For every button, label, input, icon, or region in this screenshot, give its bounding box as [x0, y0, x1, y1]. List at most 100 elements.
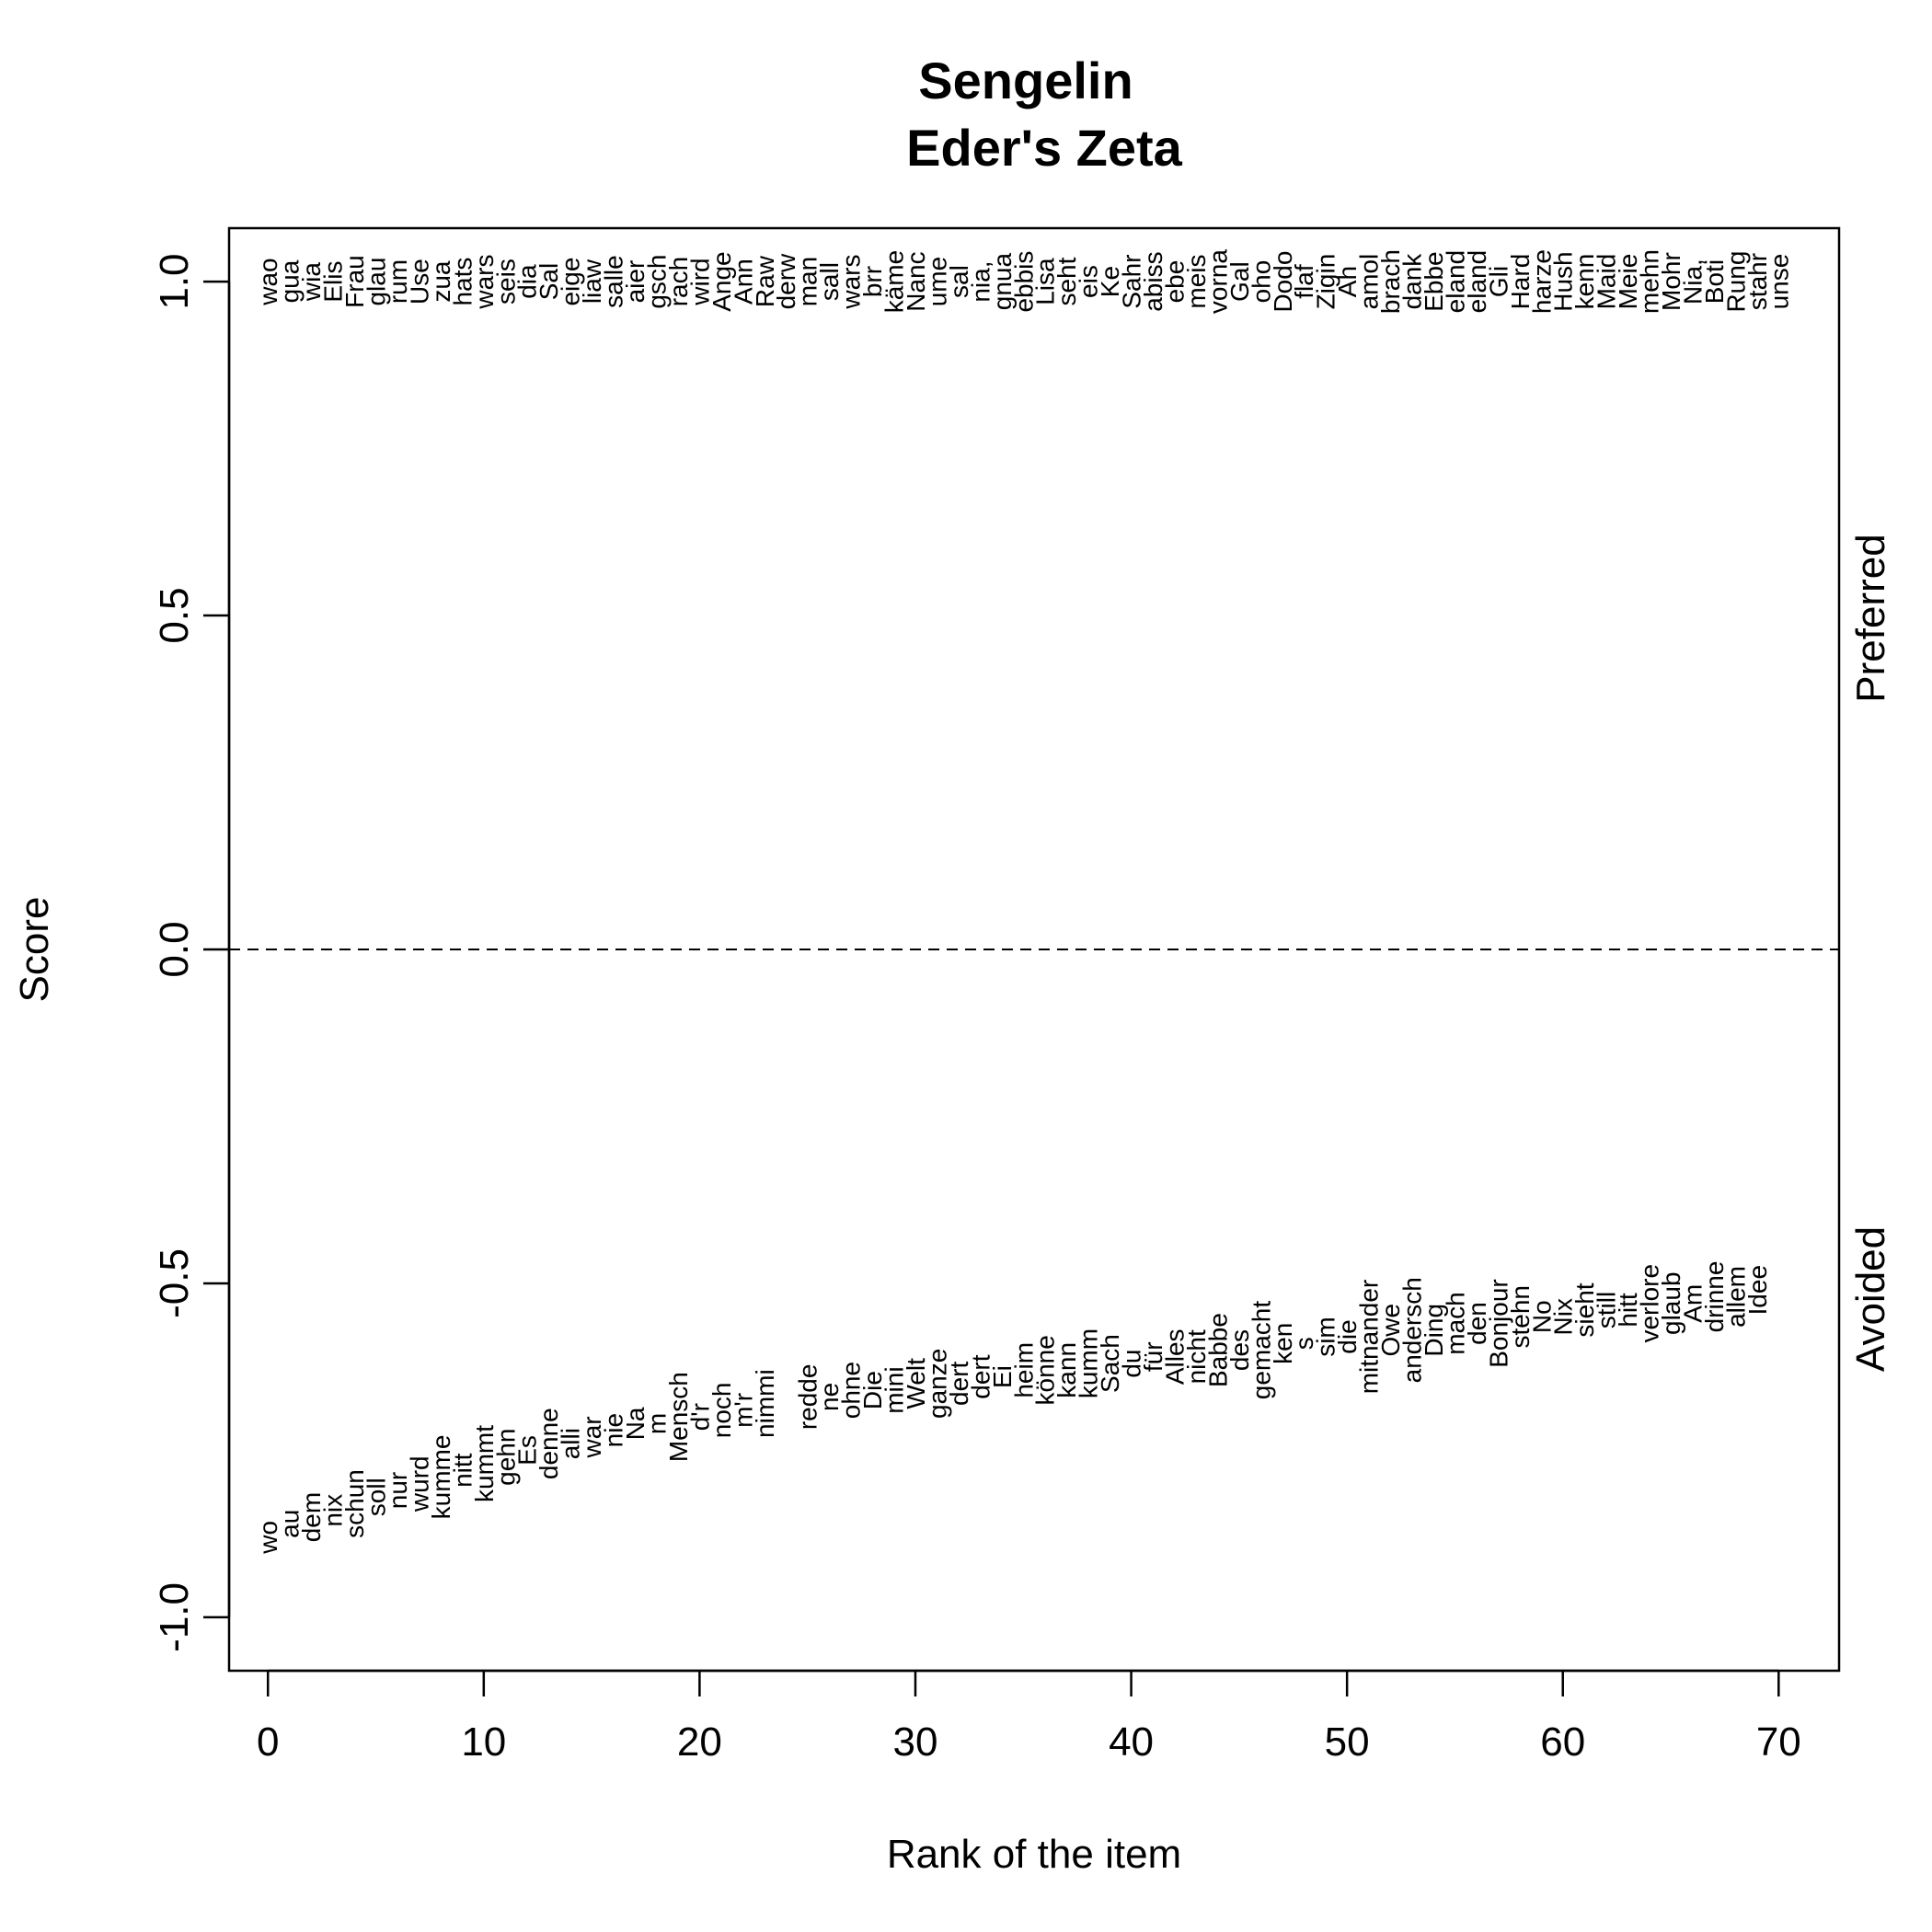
y-tick-label: 1.0 [152, 253, 197, 309]
preferred-word-label: Nanc [902, 251, 930, 311]
avoided-word-label: nie [600, 1413, 628, 1447]
preferred-word-label: rach [664, 257, 693, 306]
avoided-word-label: war [578, 1416, 606, 1458]
preferred-word-label: mehn [1636, 249, 1664, 314]
preferred-word-label: amol [1355, 254, 1384, 310]
avoided-word-label: gemacht [1247, 1301, 1275, 1400]
x-tick-label: 20 [677, 1719, 722, 1765]
x-tick-label: 40 [1109, 1719, 1154, 1765]
y-axis: -1.0 -0.5 0.0 0.5 1.0 [152, 253, 231, 1652]
avoided-word-label: nitt [448, 1453, 477, 1488]
avoided-word-label: dem [297, 1492, 326, 1542]
avoided-word-label: alli [557, 1428, 585, 1459]
avoided-word-label: verlore [1636, 1264, 1664, 1343]
avoided-word-label: ken [1269, 1323, 1297, 1364]
avoided-word-label: soll [362, 1478, 391, 1516]
avoided-word-label: m [642, 1413, 671, 1434]
avoided-word-label: den [1463, 1302, 1491, 1345]
avoided-word-label: noch [707, 1383, 736, 1439]
avoided-word-label: Owe [1376, 1304, 1405, 1357]
preferred-word-label: Raw [751, 255, 779, 307]
avoided-word-label: m'r [729, 1393, 757, 1428]
avoided-word-label: d'r [685, 1403, 714, 1431]
avoided-word-label: heim [1009, 1342, 1038, 1398]
avoided-word-label: denne [535, 1408, 563, 1479]
preferred-word-label: Hush [1549, 251, 1578, 311]
avoided-word-label: gehn [491, 1429, 520, 1486]
preferred-word-label: gsch [642, 254, 671, 308]
preferred-word-label: rum [384, 259, 412, 304]
preferred-word-label: Meie [1614, 254, 1642, 310]
preferred-word-label: Ann [729, 259, 757, 305]
preferred-word-label: man [794, 257, 822, 306]
chart-title: Sengelin [918, 52, 1133, 109]
preferred-word-label: Boti [1700, 259, 1729, 304]
preferred-word-label: Sal [535, 263, 563, 300]
y-axis-title: Score [12, 897, 57, 1003]
preferred-word-label: dia [513, 264, 542, 299]
avoided-word-label: des [1225, 1329, 1254, 1371]
avoided-word-label: schun [340, 1469, 369, 1538]
preferred-word-label: flaf [1290, 264, 1318, 299]
preferred-word-labels: waoguawiaElisFrauglaurumUsezuahatswarsse… [254, 249, 1793, 314]
avoided-word-label: s [1290, 1337, 1318, 1350]
avoided-word-label: Sach [1096, 1334, 1124, 1393]
avoided-word-label: Na [621, 1407, 650, 1440]
avoided-word-label: Es [513, 1435, 542, 1466]
avoided-word-label: sim [1312, 1317, 1340, 1357]
preferred-word-label: Sahr [1118, 254, 1146, 308]
avoided-word-label: drinne [1700, 1261, 1729, 1333]
preferred-word-label: wars [837, 255, 866, 310]
preferred-word-label: Zigin [1312, 254, 1340, 310]
preferred-word-label: vorna [1203, 249, 1232, 314]
avoided-word-label: ohne [837, 1362, 866, 1419]
preferred-word-label: seis [491, 259, 520, 305]
avoided-word-label: kummt [470, 1425, 499, 1502]
x-tick-label: 0 [257, 1719, 279, 1765]
avoided-word-label: Welt [902, 1358, 930, 1409]
preferred-word-label: Lisa [1031, 258, 1060, 305]
avoided-word-label: redde [794, 1364, 822, 1431]
avoided-word-label: ne [815, 1383, 844, 1411]
preferred-word-label: salle [600, 255, 628, 308]
preferred-word-label: unse [1765, 254, 1793, 310]
y-tick-label: 0.5 [152, 587, 197, 643]
preferred-word-label: hats [448, 258, 477, 306]
preferred-word-label: Nia, [1678, 259, 1707, 305]
avoided-word-label: wo [254, 1521, 282, 1555]
preferred-word-label: kenn [1570, 254, 1599, 310]
preferred-word-label: ebe [1160, 260, 1189, 304]
preferred-word-label: abiss [1139, 251, 1167, 311]
preferred-word-label: stahr [1743, 253, 1772, 310]
preferred-word-label: zua [427, 260, 455, 303]
x-axis-title: Rank of the item [887, 1832, 1181, 1877]
avoided-word-label: No [1527, 1300, 1556, 1333]
y-tick-label: -1.0 [152, 1582, 197, 1652]
avoided-word-label: mini [880, 1366, 909, 1413]
avoided-word-label: mitnander [1355, 1280, 1384, 1395]
avoided-word-label: Idee [1743, 1265, 1772, 1316]
avoided-word-label: Babbe [1203, 1313, 1232, 1387]
avoided-word-label: Ei [988, 1365, 1017, 1388]
x-tick-label: 50 [1325, 1719, 1370, 1765]
avoided-word-label: sieht [1570, 1282, 1599, 1337]
preferred-word-label: eige [557, 258, 585, 306]
preferred-word-label: Ah [1333, 266, 1362, 297]
avoided-word-label: wurd [405, 1455, 433, 1512]
y-tick-label: -0.5 [152, 1248, 197, 1318]
avoided-word-label: Ding [1420, 1304, 1448, 1357]
avoided-word-label: dert [966, 1354, 995, 1398]
x-tick-label: 30 [893, 1719, 938, 1765]
preferred-word-label: oho [1247, 260, 1275, 304]
avoided-word-label: nur [384, 1472, 412, 1509]
avoided-word-label: Am [1678, 1284, 1707, 1323]
avoided-word-label: nicht [1182, 1329, 1211, 1384]
preferred-word-label: ebbis [1009, 251, 1038, 313]
preferred-word-label: ume [923, 257, 951, 306]
preferred-word-label: Gli [1484, 266, 1512, 297]
avoided-word-label: nix [319, 1494, 348, 1527]
preferred-word-label: seht [1052, 257, 1081, 305]
preferred-word-label: brach [1376, 249, 1405, 314]
avoided-word-label: Mensch [664, 1372, 693, 1462]
